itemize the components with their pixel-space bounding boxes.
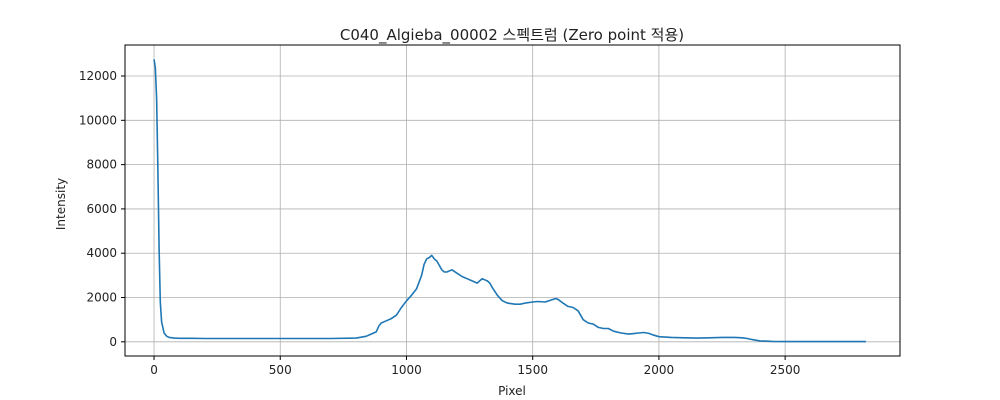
x-axis-ticks: 0 500 1000 1500 2000 2500: [150, 356, 800, 377]
y-tick-label: 10000: [79, 113, 117, 127]
chart-title: C040_Algieba_00002 스펙트럼 (Zero point 적용): [340, 26, 684, 45]
x-tick-label: 1000: [391, 363, 422, 377]
y-tick-label: 4000: [86, 246, 117, 260]
x-tick-label: 2000: [644, 363, 675, 377]
x-tick-label: 2500: [770, 363, 801, 377]
plot-frame: [124, 44, 901, 357]
y-tick-label: 6000: [86, 202, 117, 216]
y-axis-label: Intensity: [54, 178, 68, 230]
y-tick-label: 12000: [79, 69, 117, 83]
y-tick-label: 0: [109, 335, 117, 349]
spectrum-line: [153, 59, 866, 343]
grid: [125, 45, 900, 356]
y-tick-label: 2000: [86, 291, 117, 305]
y-axis-ticks: 0 2000 4000 6000 8000 10000 12000: [79, 69, 125, 349]
x-tick-label: 500: [269, 363, 292, 377]
x-tick-label: 1500: [517, 363, 548, 377]
x-axis-label: Pixel: [498, 384, 526, 398]
y-tick-label: 8000: [86, 158, 117, 172]
x-tick-label: 0: [150, 363, 158, 377]
